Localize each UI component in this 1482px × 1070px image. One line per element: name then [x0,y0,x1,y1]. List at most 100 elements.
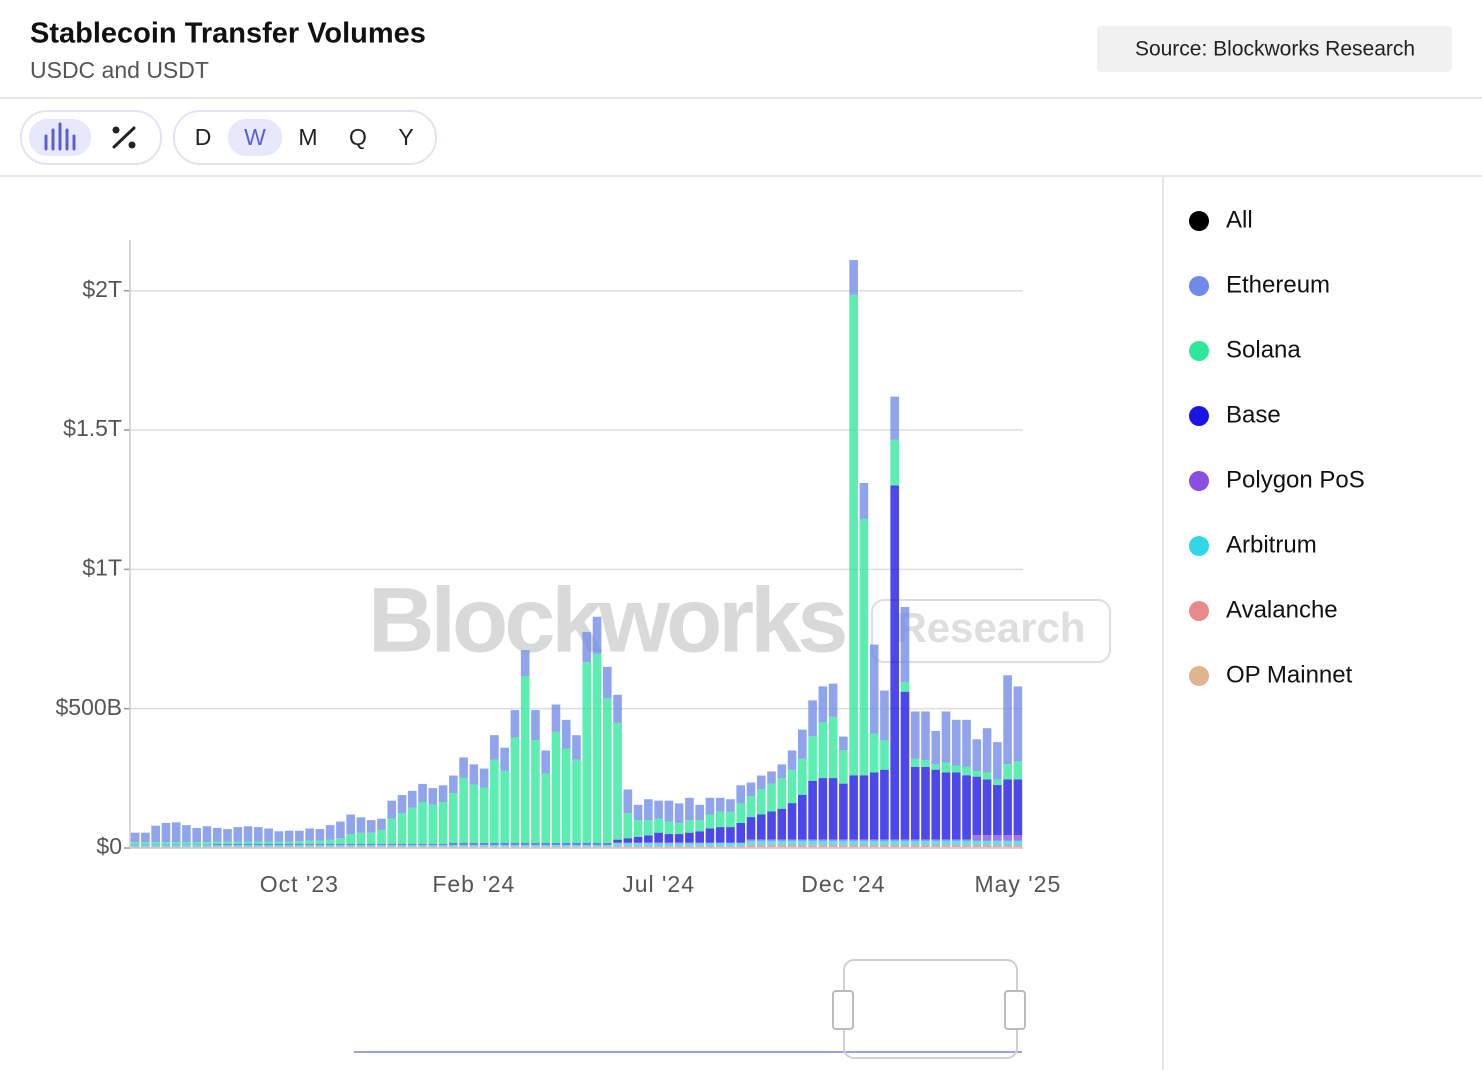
bar-segment [336,846,345,848]
bar-segment [726,799,735,812]
bar-segment [1003,675,1012,765]
bar-segment [736,803,746,823]
source-button[interactable] [1097,26,1452,72]
bar-segment [490,759,499,844]
watermark-text: Research [896,604,1085,651]
bar-segment [602,846,612,848]
bar-segment [520,844,530,845]
legend-item[interactable]: Polygon PoS [1189,466,1365,493]
bar-segment [787,750,797,770]
bar-segment [233,844,243,845]
bar-segment [407,843,417,845]
bar-segment [921,840,930,845]
navigator-window[interactable] [843,959,1018,1059]
bar-segment [490,844,499,845]
bar-segment [541,843,551,845]
bar-segment [295,841,304,844]
legend-item[interactable]: Ethereum [1189,271,1330,298]
bar-segment [849,260,858,295]
bar-segment [1003,840,1012,845]
bar-segment [592,843,602,845]
legend-item[interactable]: Solana [1189,336,1301,363]
bar-segment [921,844,930,848]
bar-segment [192,827,202,843]
bar-segment [869,844,879,848]
legend-item[interactable]: OP Mainnet [1189,661,1353,688]
bar-segment [325,844,335,847]
bar-segment [510,710,520,738]
bar-segment [315,844,325,845]
bar-segment [264,843,273,845]
period-button[interactable]: Q [349,124,367,150]
bar-segment [531,844,540,847]
bar-segment [828,716,838,779]
bar-segment [520,843,530,845]
bar-segment [921,766,930,840]
bar-segment [161,846,171,848]
bar-segment [274,844,284,845]
bar-segment [828,778,838,840]
bar-segment [510,737,520,844]
bar-segment [602,844,612,845]
navigator-handle[interactable] [832,990,854,1030]
legend-label: All [1226,206,1253,233]
bar-segment [705,797,715,815]
bar-segment [1013,761,1023,780]
bar-segment [510,844,520,845]
bar-segment [469,764,479,785]
bar-segment [315,844,325,847]
bar-segment [243,841,253,844]
bar-segment [900,839,910,841]
bar-segment [972,776,982,836]
legend-item[interactable]: All [1189,206,1253,233]
bar-segment [192,844,202,845]
legend-item[interactable]: Avalanche [1189,596,1338,623]
navigator-handle[interactable] [1004,990,1026,1030]
bar-segment [295,844,304,845]
bar-segment [243,843,253,845]
bar-segment [931,769,941,840]
bar-segment [541,844,551,847]
bar-segment [315,840,325,844]
legend-swatch [1189,211,1209,231]
bar-segment [212,827,222,842]
legend-item[interactable]: Arbitrum [1189,531,1317,558]
bar-segment [561,748,571,844]
bar-segment [253,846,263,848]
period-button[interactable]: M [298,124,317,150]
bar-segment [469,844,479,845]
bar-segment [377,846,386,848]
bar-segment [438,785,448,803]
bar-segment [428,844,438,847]
bar-segment [561,844,571,845]
bar-segment [305,843,314,845]
bar-segment [951,839,961,841]
percent-mode-button[interactable] [112,126,136,149]
bar-segment [900,840,910,845]
bar-segment [407,844,417,845]
bar-segment [633,846,643,848]
bar-segment [572,735,581,760]
bar-segment [459,843,468,845]
bar-segment [274,846,284,848]
bar-segment [798,844,807,848]
bar-segment [572,759,581,844]
bar-segment [551,704,561,732]
legend-item[interactable]: Base [1189,401,1281,428]
bar-segment [397,813,407,844]
bar-segment [449,775,458,794]
bar-segment [993,844,1002,848]
bar-segment [664,800,674,822]
bar-segment [582,662,592,844]
period-button[interactable]: Y [398,124,413,150]
bar-segment [264,841,273,844]
bar-segment [623,842,633,844]
bar-segment [356,844,366,845]
bar-segment [1003,779,1012,836]
bar-segment [253,844,263,847]
period-button[interactable]: D [195,124,212,150]
bar-segment [449,844,458,847]
period-button[interactable]: W [244,124,266,150]
bar-segment [192,844,202,847]
bar-segment [982,779,992,836]
